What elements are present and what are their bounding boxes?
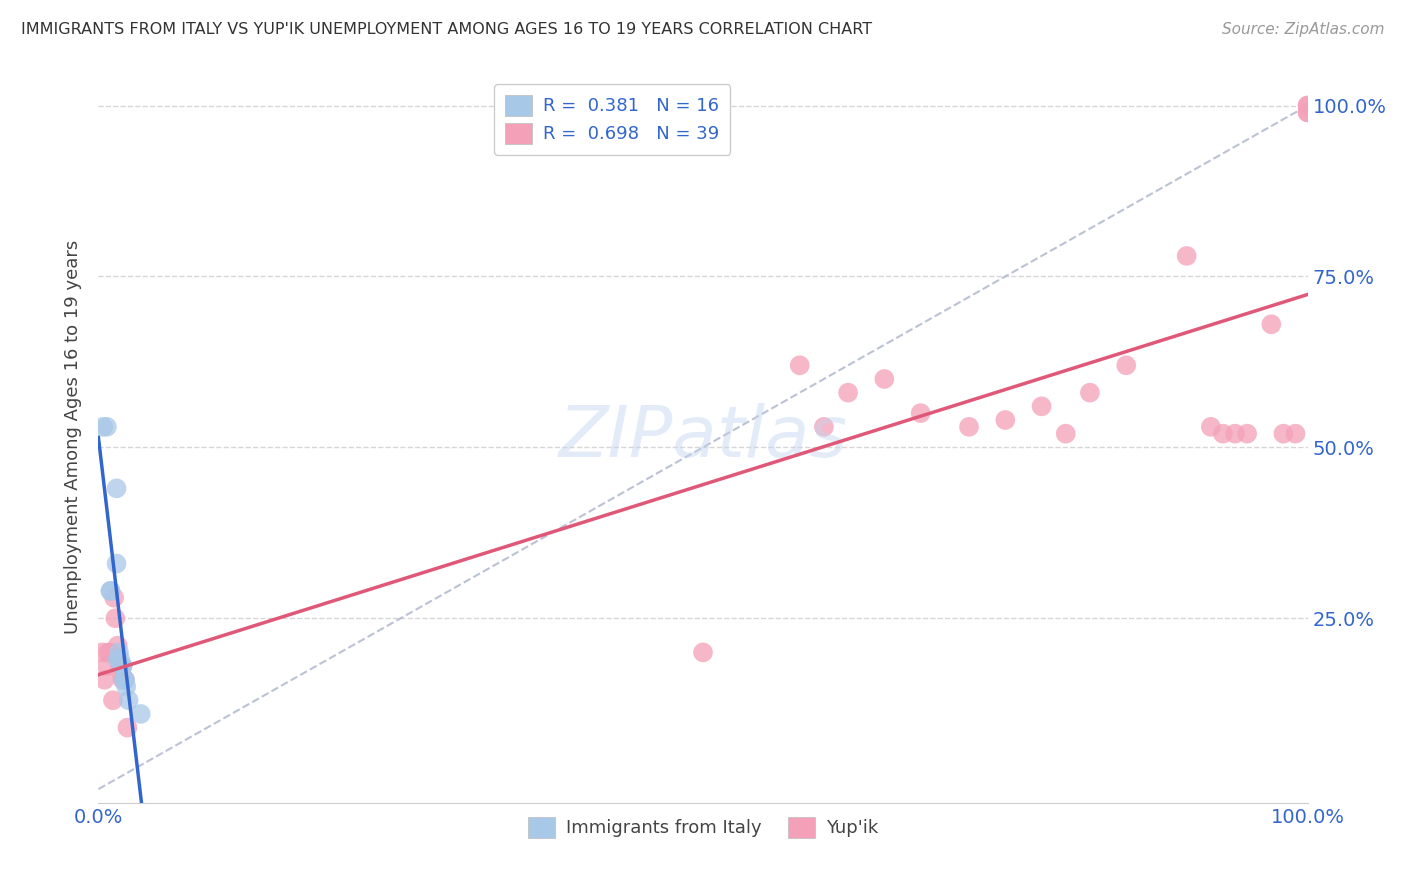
Point bbox=[103, 591, 125, 605]
Point bbox=[96, 420, 118, 434]
Point bbox=[100, 645, 122, 659]
Point bbox=[91, 420, 114, 434]
Point bbox=[1054, 426, 1077, 441]
Point bbox=[1296, 105, 1319, 120]
Point bbox=[1199, 420, 1222, 434]
Point bbox=[1272, 426, 1295, 441]
Point bbox=[1296, 98, 1319, 112]
Point bbox=[108, 652, 131, 666]
Point bbox=[107, 639, 129, 653]
Text: Source: ZipAtlas.com: Source: ZipAtlas.com bbox=[1222, 22, 1385, 37]
Legend: Immigrants from Italy, Yup'ik: Immigrants from Italy, Yup'ik bbox=[520, 810, 886, 845]
Point bbox=[100, 583, 122, 598]
Point bbox=[1115, 359, 1137, 373]
Point bbox=[1212, 426, 1234, 441]
Point bbox=[1236, 426, 1258, 441]
Point bbox=[111, 673, 134, 687]
Point bbox=[994, 413, 1017, 427]
Point bbox=[1175, 249, 1198, 263]
Point bbox=[1031, 400, 1053, 414]
Y-axis label: Unemployment Among Ages 16 to 19 years: Unemployment Among Ages 16 to 19 years bbox=[65, 240, 83, 634]
Text: ZIPatlas: ZIPatlas bbox=[558, 402, 848, 472]
Point bbox=[101, 693, 124, 707]
Text: IMMIGRANTS FROM ITALY VS YUP'IK UNEMPLOYMENT AMONG AGES 16 TO 19 YEARS CORRELATI: IMMIGRANTS FROM ITALY VS YUP'IK UNEMPLOY… bbox=[21, 22, 872, 37]
Point bbox=[107, 652, 129, 666]
Point bbox=[837, 385, 859, 400]
Point bbox=[873, 372, 896, 386]
Point bbox=[97, 645, 120, 659]
Point bbox=[789, 359, 811, 373]
Point bbox=[111, 659, 134, 673]
Point bbox=[96, 659, 118, 673]
Point bbox=[692, 645, 714, 659]
Point bbox=[112, 673, 135, 687]
Point bbox=[117, 721, 139, 735]
Point bbox=[111, 659, 134, 673]
Point bbox=[1223, 426, 1246, 441]
Point bbox=[108, 645, 131, 659]
Point bbox=[114, 673, 136, 687]
Point bbox=[115, 680, 138, 694]
Point bbox=[813, 420, 835, 434]
Point bbox=[104, 611, 127, 625]
Point bbox=[112, 673, 135, 687]
Point bbox=[91, 645, 114, 659]
Point bbox=[129, 706, 152, 721]
Point bbox=[118, 693, 141, 707]
Point bbox=[1296, 105, 1319, 120]
Point bbox=[110, 665, 132, 680]
Point bbox=[93, 673, 115, 687]
Point bbox=[105, 557, 128, 571]
Point bbox=[100, 583, 122, 598]
Point bbox=[1296, 98, 1319, 112]
Point bbox=[105, 481, 128, 495]
Point bbox=[957, 420, 980, 434]
Point bbox=[910, 406, 932, 420]
Point bbox=[114, 673, 136, 687]
Point bbox=[108, 659, 131, 673]
Point bbox=[1078, 385, 1101, 400]
Point bbox=[1284, 426, 1306, 441]
Point bbox=[1260, 318, 1282, 332]
